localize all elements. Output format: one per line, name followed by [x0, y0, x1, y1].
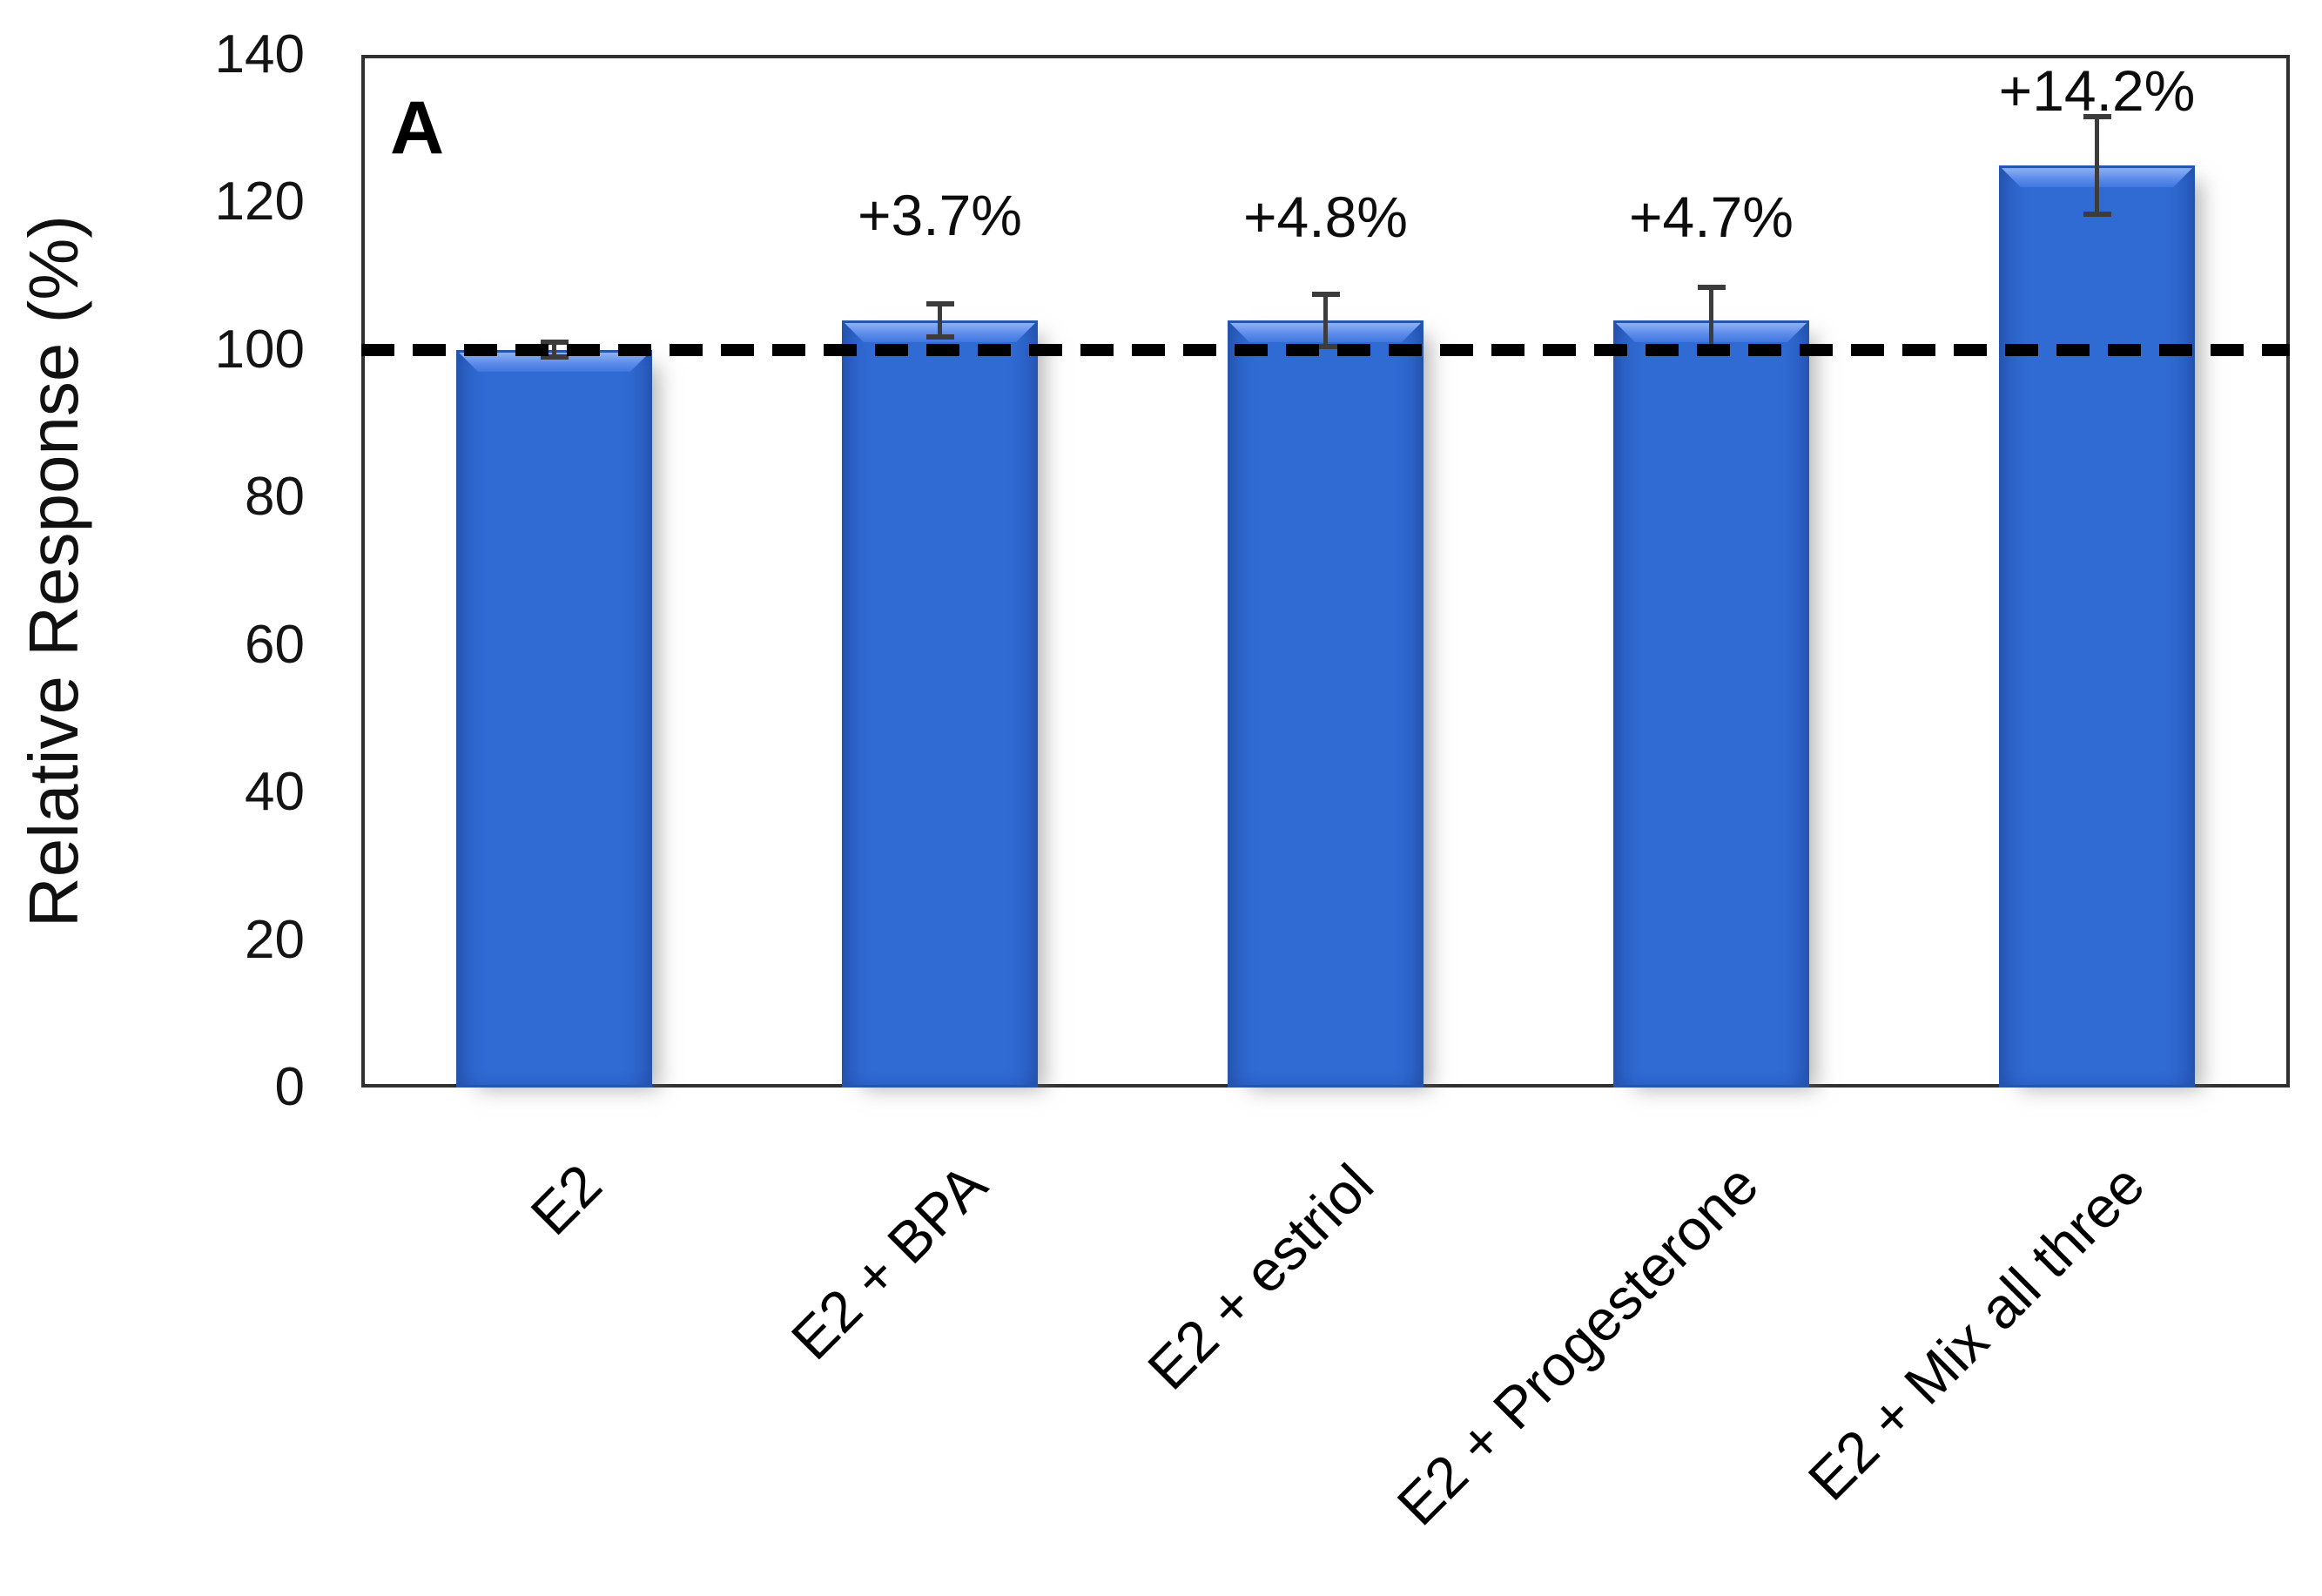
y-tick-label: 80 — [245, 467, 305, 528]
error-bar-cap-top — [540, 340, 569, 346]
y-tick-label: 140 — [214, 24, 305, 84]
error-bar-cap-bottom — [925, 333, 954, 340]
bar — [842, 320, 1038, 1088]
error-bar-line — [1709, 286, 1713, 354]
error-bar-cap-top — [1311, 292, 1340, 298]
bar — [1228, 320, 1423, 1088]
error-bar-cap-bottom — [2083, 211, 2111, 217]
error-bar-cap-top — [925, 301, 954, 307]
panel-label: A — [390, 86, 446, 170]
bar — [1999, 165, 2195, 1088]
y-tick-label: 40 — [245, 762, 305, 823]
error-bar-line — [2095, 117, 2099, 214]
bar-annotation: +14.2% — [1998, 58, 2196, 124]
x-category-label-text: E2 + estriol — [1134, 1151, 1385, 1402]
error-bar-cap-bottom — [540, 354, 569, 360]
bar-bevel — [459, 353, 649, 372]
y-tick-label: 100 — [214, 319, 305, 380]
x-category-label-text: E2 + BPA — [779, 1151, 999, 1372]
x-category-label-text: E2 + Mix all three — [1795, 1151, 2157, 1512]
reference-dashed-line — [361, 343, 2290, 356]
y-tick-label: 0 — [274, 1057, 305, 1117]
error-bar-cap-top — [1697, 284, 1726, 290]
y-tick-label: 60 — [245, 614, 305, 675]
bar-annotation: +4.8% — [1243, 185, 1408, 250]
bar — [1613, 320, 1809, 1088]
error-bar-line — [938, 304, 942, 337]
bar-annotation: +3.7% — [858, 183, 1022, 248]
y-tick-label: 20 — [245, 909, 305, 970]
bar — [456, 349, 652, 1088]
bar-annotation: +4.7% — [1629, 185, 1794, 250]
y-tick-label: 120 — [214, 172, 305, 232]
error-bar-line — [1323, 294, 1328, 347]
x-category-label-text: E2 — [518, 1151, 614, 1248]
x-category-label-text: E2 + Progesterone — [1384, 1151, 1771, 1538]
error-bar-cap-top — [2083, 114, 2111, 120]
